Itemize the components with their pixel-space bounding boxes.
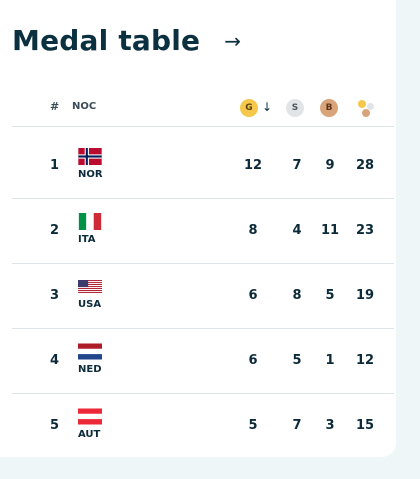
total-cell: 19	[355, 288, 375, 303]
rank-cell: 2	[50, 223, 60, 238]
silver-cell: 4	[292, 223, 302, 238]
total-cell: 12	[355, 353, 375, 368]
title-row[interactable]: Medal table →	[12, 22, 241, 60]
total-cell: 15	[355, 418, 375, 433]
rank-cell: 4	[50, 353, 60, 368]
table-row[interactable]: 5 AUT 5 7 3 15	[12, 394, 394, 458]
norway-flag-icon	[78, 148, 102, 165]
rank-cell: 3	[50, 288, 60, 303]
italy-flag-icon	[78, 213, 102, 230]
page-title[interactable]: Medal table	[12, 24, 201, 57]
gold-header-badge[interactable]: G	[240, 99, 258, 117]
bronze-cell: 5	[325, 288, 335, 303]
noc-header: NOC	[72, 101, 97, 112]
rank-cell: 5	[50, 418, 60, 433]
table-row[interactable]: 2 ITA 8 4 11 23	[12, 199, 394, 264]
gold-cell: 5	[248, 418, 258, 433]
table-header: # NOC G ↓ S B	[12, 92, 394, 127]
medal-table-card: Medal table → # NOC G ↓ S B 1 NOR 12 7 9	[0, 0, 396, 457]
bronze-cell: 1	[325, 353, 335, 368]
bronze-cell: 9	[325, 158, 335, 173]
table-row[interactable]: 1 NOR 12 7 9 28	[12, 134, 394, 199]
noc-cell: ITA	[78, 234, 96, 245]
rank-header: #	[50, 100, 60, 113]
arrow-right-icon[interactable]: →	[224, 29, 242, 53]
noc-cell: AUT	[78, 429, 101, 440]
silver-cell: 7	[292, 418, 302, 433]
gold-cell: 12	[243, 158, 263, 173]
noc-cell: NOR	[78, 169, 103, 180]
bronze-cell: 3	[325, 418, 335, 433]
usa-flag-icon	[78, 280, 102, 293]
total-medals-icon[interactable]	[358, 100, 378, 120]
total-cell: 28	[355, 158, 375, 173]
noc-cell: USA	[78, 299, 102, 310]
bronze-header-badge[interactable]: B	[320, 99, 338, 117]
table-row[interactable]: 3 USA 6 8 5 19	[12, 264, 394, 329]
silver-cell: 5	[292, 353, 302, 368]
gold-cell: 8	[248, 223, 258, 238]
rank-cell: 1	[50, 158, 60, 173]
silver-header-badge[interactable]: S	[286, 99, 304, 117]
bronze-cell: 11	[320, 223, 340, 238]
sort-descending-icon[interactable]: ↓	[262, 100, 273, 114]
silver-cell: 7	[292, 158, 302, 173]
netherlands-flag-icon	[78, 343, 102, 360]
austria-flag-icon	[78, 408, 102, 425]
total-cell: 23	[355, 223, 375, 238]
gold-cell: 6	[248, 353, 258, 368]
gold-cell: 6	[248, 288, 258, 303]
table-row[interactable]: 4 NED 6 5 1 12	[12, 329, 394, 394]
silver-cell: 8	[292, 288, 302, 303]
noc-cell: NED	[78, 364, 102, 375]
